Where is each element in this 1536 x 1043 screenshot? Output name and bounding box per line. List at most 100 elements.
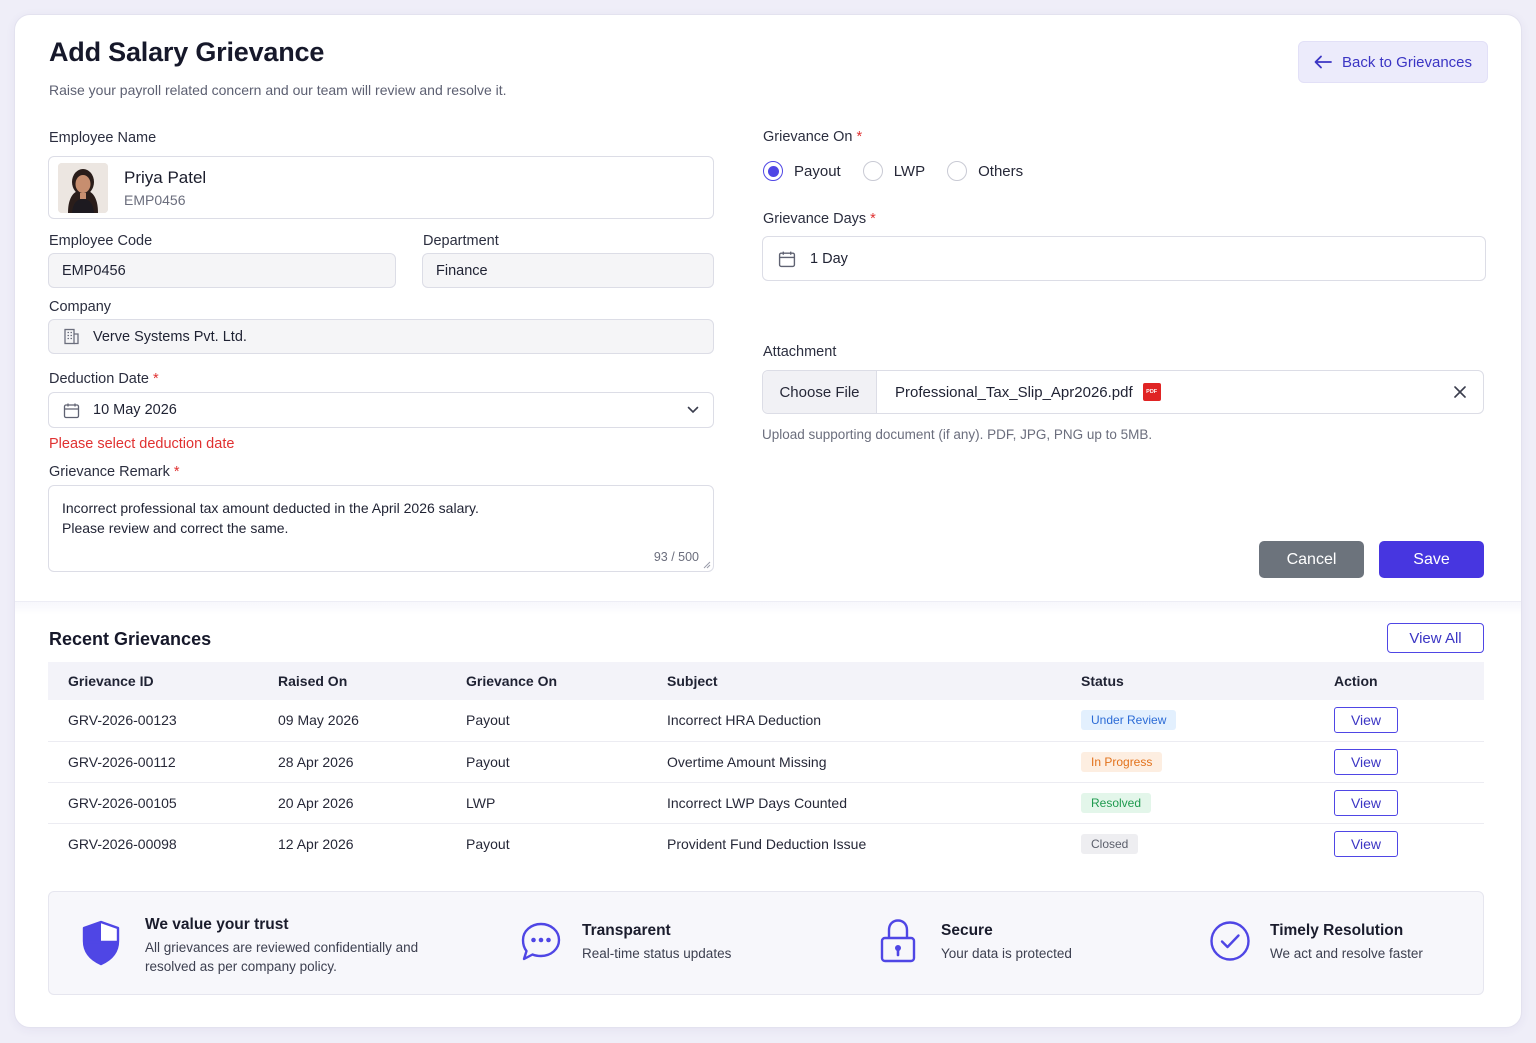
cancel-button[interactable]: Cancel [1259,541,1364,578]
secure-title: Secure [941,922,993,939]
status-badge: Closed [1081,833,1139,854]
arrow-left-icon [1314,55,1332,69]
timely-text: We act and resolve faster [1270,946,1423,961]
remark-char-count: 93 / 500 [653,550,699,564]
lock-icon [879,918,917,964]
table-header-row: Grievance ID Raised On Grievance On Subj… [48,662,1484,700]
calendar-icon [778,250,796,268]
page-title: Add Salary Grievance [49,37,325,67]
subject-cell: Incorrect LWP Days Counted [667,794,848,811]
trust-main-title: We value your trust [145,916,289,933]
column-header: Grievance On [466,673,558,689]
department-field: Finance [422,253,714,288]
recent-grievances-title: Recent Grievances [49,629,212,649]
grievance-remark-label: Grievance Remark * [49,464,180,480]
radio-selected-icon [763,161,783,181]
shield-icon [81,920,121,966]
grievance-id-cell: GRV-2026-00123 [68,712,177,729]
deduction-date-value: 10 May 2026 [93,402,177,418]
view-button[interactable]: View [1334,748,1398,775]
employee-id: EMP0456 [124,191,186,208]
status-badge: Under Review [1081,710,1177,731]
table-row: GRV-2026-00098 12 Apr 2026 Payout Provid… [48,823,1484,864]
grievance-on-cell: Payout [466,835,510,852]
grievance-days-value: 1 Day [810,250,848,267]
table-row: GRV-2026-00105 20 Apr 2026 LWP Incorrect… [48,782,1484,823]
employee-code-value: EMP0456 [62,262,126,279]
close-icon[interactable] [1454,386,1466,398]
timely-title: Timely Resolution [1270,922,1404,939]
grievance-remark-textarea[interactable]: Incorrect professional tax amount deduct… [48,485,714,572]
grievance-on-cell: LWP [466,794,496,811]
attachment-field: Choose File Professional_Tax_Slip_Apr202… [762,370,1484,414]
save-button[interactable]: Save [1379,541,1484,578]
grievance-id-cell: GRV-2026-00112 [68,753,176,770]
column-header: Raised On [278,673,348,689]
status-badge: In Progress [1081,751,1163,772]
grievance-card: Add Salary Grievance Raise your payroll … [14,14,1522,1028]
transparent-text: Real-time status updates [582,946,732,961]
chevron-down-icon [687,406,699,414]
employee-code-field: EMP0456 [48,253,396,288]
grievance-id-cell: GRV-2026-00098 [68,835,177,852]
employee-name: Priya Patel [124,167,207,187]
raised-on-cell: 20 Apr 2026 [278,794,354,811]
avatar [58,162,108,213]
file-name: Professional_Tax_Slip_Apr2026.pdf [895,383,1133,401]
transparent-title: Transparent [582,922,671,939]
choose-file-button[interactable]: Choose File [763,371,877,413]
company-field: Verve Systems Pvt. Ltd. [48,319,714,354]
back-label: Back to Grievances [1341,53,1473,71]
radio-payout[interactable]: Payout [763,161,841,181]
attachment-hint: Upload supporting document (if any). PDF… [762,427,1153,442]
back-to-grievances-button[interactable]: Back to Grievances [1298,41,1488,83]
raised-on-cell: 09 May 2026 [278,712,359,729]
grievance-on-label: Grievance On * [763,129,863,145]
grievance-on-cell: Payout [466,753,510,770]
column-header: Action [1334,673,1378,689]
view-button[interactable]: View [1334,707,1398,734]
attachment-label: Attachment [763,344,837,360]
employee-name-label: Employee Name [49,130,157,146]
view-button[interactable]: View [1334,789,1398,816]
view-button[interactable]: View [1334,830,1398,857]
recent-grievances-table: Grievance ID Raised On Grievance On Subj… [48,662,1484,864]
company-value: Verve Systems Pvt. Ltd. [93,328,247,345]
status-badge: Resolved [1081,792,1152,813]
trust-main-text: All grievances are reviewed confidential… [145,940,419,974]
deduction-date-label: Deduction Date * [49,371,159,387]
department-value: Finance [436,262,488,279]
chat-bubble-icon [519,920,563,964]
radio-lwp[interactable]: LWP [862,161,925,181]
column-header: Grievance ID [68,673,154,689]
deduction-date-picker[interactable]: 10 May 2026 [48,392,714,428]
employee-code-label: Employee Code [49,233,153,249]
view-all-button[interactable]: View All [1387,623,1484,653]
radio-others[interactable]: Others [947,161,1023,181]
table-row: GRV-2026-00123 09 May 2026 Payout Incorr… [48,700,1484,741]
secure-text: Your data is protected [941,946,1072,961]
subject-cell: Incorrect HRA Deduction [667,712,822,729]
section-divider [15,601,1521,615]
remark-line-2: Please review and correct the same. [62,520,289,536]
pdf-file-icon: PDF [1142,383,1161,401]
deduction-date-error: Please select deduction date [49,436,235,452]
grievance-days-field[interactable]: 1 Day [762,236,1486,281]
calendar-icon [63,402,80,419]
trust-panel: We value your trust All grievances are r… [48,891,1484,995]
remark-line-1: Incorrect professional tax amount deduct… [62,500,479,516]
company-label: Company [49,299,112,315]
employee-selector[interactable]: Priya Patel EMP0456 [48,156,714,219]
grievance-on-radio-group: Payout LWP Others [763,161,1023,181]
radio-unselected-icon [862,161,883,181]
subject-cell: Overtime Amount Missing [667,753,827,770]
raised-on-cell: 12 Apr 2026 [278,835,354,852]
resize-handle-icon[interactable] [703,561,711,569]
subject-cell: Provident Fund Deduction Issue [667,835,867,852]
building-icon [63,328,80,345]
column-header: Subject [667,673,718,689]
raised-on-cell: 28 Apr 2026 [278,753,354,770]
department-label: Department [423,233,499,249]
radio-unselected-icon [947,161,968,181]
table-row: GRV-2026-00112 28 Apr 2026 Payout Overti… [48,741,1484,782]
